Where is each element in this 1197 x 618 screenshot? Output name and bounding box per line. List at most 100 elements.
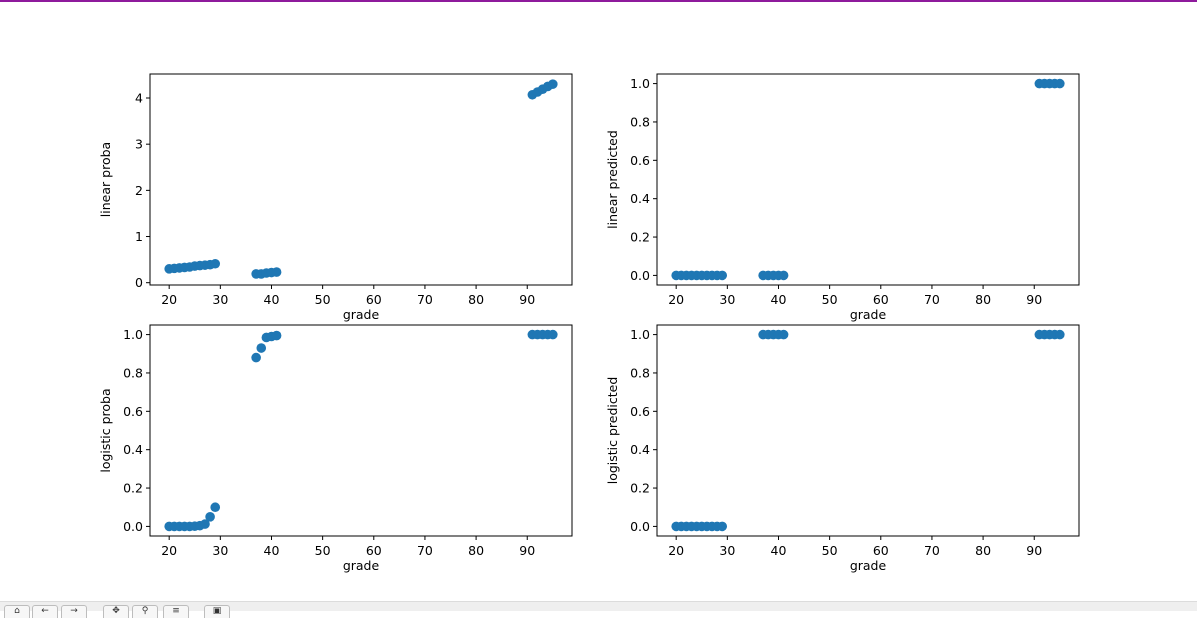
x-axis-label: grade [850,307,887,322]
y-axis-label: linear proba [98,142,113,217]
x-tick-label: 30 [719,292,735,307]
x-tick-label: 90 [519,543,535,558]
x-tick-label: 90 [1026,292,1042,307]
x-tick-label: 20 [668,543,684,558]
y-tick-label: 0.2 [630,481,650,496]
data-point [210,502,221,513]
data-point [1055,78,1065,89]
configure-subplots-button[interactable]: ≡ [163,605,189,618]
y-tick-label: 0.4 [630,442,650,457]
x-tick-label: 80 [975,543,991,558]
y-tick-label: 0.6 [123,404,143,419]
axes-frame [656,73,1080,286]
x-axis-label: grade [850,558,887,573]
y-tick-label: 0.8 [630,114,650,129]
floppy-disk-icon: ▣ [212,606,222,616]
axes-frame [656,324,1080,537]
y-tick-label: 0.0 [630,268,650,283]
y-tick-label: 0.6 [630,153,650,168]
x-tick-label: 80 [468,292,484,307]
axes-frame [149,324,573,537]
data-point [778,329,789,340]
subplot-3: 20 30 40 50 60 70 80 90 0.0 0.2 0.4 0.6 0.8 1.0 grade l… [98,324,573,573]
data-point [1055,329,1065,340]
arrow-left-icon: ← [41,606,49,616]
y-tick-label: 3 [135,137,143,152]
y-axis-label: logistic predicted [605,377,620,485]
x-axis-label: grade [343,558,380,573]
y-tick-label: 0 [135,275,143,290]
x-tick-label: 30 [212,543,228,558]
data-point [548,329,558,340]
x-tick-label: 50 [822,543,838,558]
x-tick-label: 40 [264,292,280,307]
y-tick-label: 0.8 [123,365,143,380]
y-tick-label: 0.4 [630,191,650,206]
subplot-2: 20 30 40 50 60 70 80 90 0.0 0.2 0.4 0.6 0.8 1.0 grade l… [605,73,1080,322]
data-point [210,258,221,269]
x-tick-label: 50 [315,292,331,307]
y-tick-label: 0.8 [630,365,650,380]
pan-button[interactable]: ✥ [103,605,129,618]
x-tick-label: 60 [873,543,889,558]
window-accent-bar [0,0,1197,2]
arrow-right-icon: → [70,606,78,616]
zoom-button[interactable]: ⚲ [132,605,158,618]
y-tick-label: 1.0 [630,76,650,91]
forward-button[interactable]: → [61,605,87,618]
y-tick-label: 1.0 [123,327,143,342]
magnifier-icon: ⚲ [141,606,149,616]
data-point [778,270,789,281]
data-point [717,521,728,532]
x-tick-label: 20 [668,292,684,307]
x-tick-label: 70 [924,292,940,307]
y-tick-label: 0.6 [630,404,650,419]
y-tick-label: 0.4 [123,442,143,457]
x-tick-label: 40 [264,543,280,558]
move-icon: ✥ [112,606,120,616]
x-tick-label: 80 [468,543,484,558]
x-tick-label: 60 [366,543,382,558]
x-tick-label: 60 [366,292,382,307]
home-icon: ⌂ [14,606,20,616]
x-tick-label: 80 [975,292,991,307]
subplot-1: 20 30 40 50 60 70 80 90 0 1 2 3 4 grade linear proba [98,73,573,322]
subplot-4: 20 30 40 50 60 70 80 90 0.0 0.2 0.4 0.6 0.8 1.0 grade l… [605,324,1080,573]
y-axis-label: logistic proba [98,388,113,472]
x-tick-label: 30 [719,543,735,558]
x-tick-label: 50 [822,292,838,307]
data-point [271,330,282,341]
data-point [205,512,215,522]
x-tick-label: 20 [161,543,177,558]
x-tick-label: 50 [315,543,331,558]
x-tick-label: 70 [417,543,433,558]
y-tick-label: 0.2 [630,230,650,245]
y-tick-label: 0.0 [630,519,650,534]
data-point [717,270,728,281]
home-button[interactable]: ⌂ [4,605,30,618]
y-axis-label: linear predicted [605,130,620,229]
data-point [271,267,282,277]
back-button[interactable]: ← [32,605,58,618]
x-tick-label: 30 [212,292,228,307]
y-tick-label: 0.2 [123,481,143,496]
x-tick-label: 20 [161,292,177,307]
x-tick-label: 40 [771,292,787,307]
x-axis-label: grade [343,307,380,322]
x-tick-label: 70 [924,543,940,558]
x-tick-label: 90 [1026,543,1042,558]
y-tick-label: 2 [135,183,143,198]
x-tick-label: 70 [417,292,433,307]
sliders-icon: ≡ [172,606,180,616]
data-point [256,343,267,353]
save-button[interactable]: ▣ [204,605,230,618]
x-tick-label: 40 [771,543,787,558]
y-tick-label: 1 [135,229,143,244]
y-tick-label: 0.0 [123,519,143,534]
data-point [548,79,558,89]
y-tick-label: 1.0 [630,327,650,342]
axes-frame [149,73,573,286]
data-point [200,519,210,529]
x-tick-label: 90 [519,292,535,307]
